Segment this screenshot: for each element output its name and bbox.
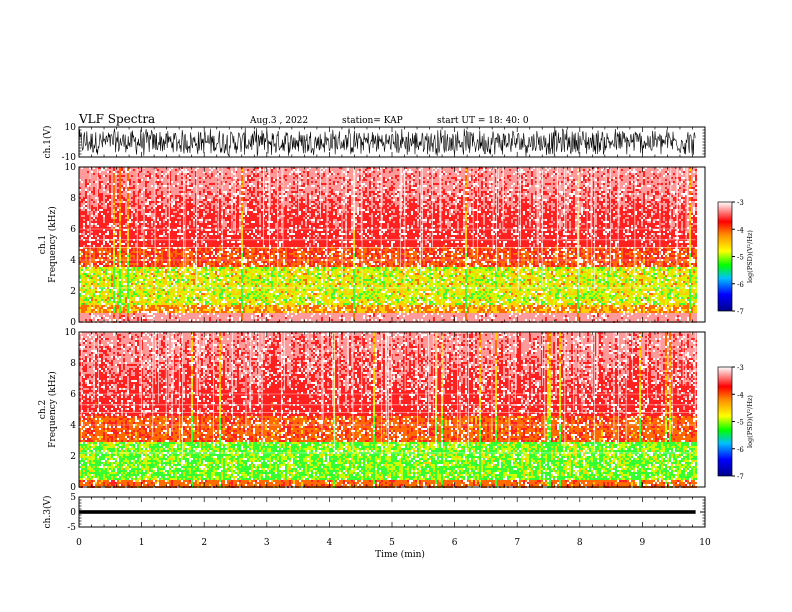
colorbar-tick-label: -5 (737, 254, 744, 262)
x-tick-label: 8 (577, 538, 583, 548)
colorbar-tick-label: -3 (737, 364, 744, 372)
y-tick-label: 10 (65, 328, 77, 338)
colorbar-gradient (718, 202, 732, 311)
y-tick-label: 2 (70, 452, 76, 462)
colorbar-tick-label: -4 (737, 226, 744, 234)
ch1-colorbar: -3 -4 -5 -6 -7 log(PSD)(V²/Hz) (718, 199, 754, 316)
y-axis-label: ch.3(V) (42, 496, 53, 529)
y-tick-label: 0 (70, 508, 76, 518)
y-tick-label: 6 (70, 390, 76, 400)
start-time-label: start UT = 18: 40: 0 (437, 116, 529, 126)
colorbar-tick-label: -6 (737, 281, 744, 289)
y-tick-label: 5 (70, 493, 76, 503)
colorbar-tick-label: -7 (737, 308, 744, 316)
vlf-spectra-figure: VLF Spectra Aug.3 , 2022 station= KAP st… (0, 0, 792, 612)
y-axis-label: ch.1 (38, 235, 48, 254)
x-tick-label: 2 (201, 538, 207, 548)
colorbar-label: log(PSD)(V²/Hz) (746, 230, 754, 283)
x-tick-label: 10 (699, 538, 711, 548)
x-tick-label: 5 (389, 538, 395, 548)
colorbar-gradient (718, 367, 732, 476)
y-tick-label: 10 (65, 123, 77, 133)
y-tick-label: 4 (70, 421, 76, 431)
y-tick-label: 8 (70, 359, 76, 369)
ch2-spectrogram-panel: 0 2 4 6 8 10 ch.2 Frequency (kHz) (38, 328, 705, 493)
date-label: Aug.3 , 2022 (249, 116, 308, 126)
colorbar-tick-label: -5 (737, 419, 744, 427)
colorbar-tick-label: -3 (737, 199, 744, 207)
colorbar-tick-label: -7 (737, 473, 744, 481)
x-axis-label: Time (min) (375, 549, 425, 560)
y-tick-label: 0 (70, 318, 76, 328)
x-tick-label: 3 (264, 538, 270, 548)
x-tick-label: 4 (327, 538, 333, 548)
ch1-spectrogram-panel: 0 2 4 6 8 10 ch.1 Frequency (kHz) (38, 163, 705, 328)
y-tick-label: 4 (70, 256, 76, 266)
ch3-waveform-trace (79, 510, 696, 514)
ch1-waveform-panel: 10 -10 ch.1(V) (42, 123, 705, 163)
y-axis-label: ch.2 (38, 400, 48, 419)
y-tick-label: 6 (70, 225, 76, 235)
ch3-waveform-panel: 5 0 -5 ch.3(V) (42, 493, 705, 533)
colorbar-tick-label: -4 (737, 391, 744, 399)
colorbar-tick-label: -6 (737, 446, 744, 454)
y-tick-label: -10 (62, 153, 77, 163)
y-tick-label: 0 (70, 483, 76, 493)
y-axis-label: Frequency (kHz) (47, 371, 58, 448)
x-tick-label: 9 (640, 538, 646, 548)
x-tick-label: 6 (452, 538, 458, 548)
station-label: station= KAP (342, 116, 403, 126)
ch1-waveform-trace (79, 128, 695, 157)
x-tick-label: 1 (139, 538, 145, 548)
y-tick-label: 8 (70, 194, 76, 204)
y-tick-label: 2 (70, 287, 76, 297)
x-tick-label: 7 (514, 538, 520, 548)
figure-title: VLF Spectra (78, 112, 155, 126)
x-tick-label: 0 (76, 538, 82, 548)
y-axis-label: ch.1(V) (42, 126, 53, 159)
ch2-colorbar: -3 -4 -5 -6 -7 log(PSD)(V²/Hz) (718, 364, 754, 481)
colorbar-label: log(PSD)(V²/Hz) (746, 395, 754, 448)
time-axis: 0 1 2 3 4 5 6 7 8 9 10 (76, 538, 711, 548)
y-axis-label: Frequency (kHz) (47, 206, 58, 283)
y-tick-label: -5 (67, 523, 76, 533)
y-tick-label: 10 (65, 163, 77, 173)
